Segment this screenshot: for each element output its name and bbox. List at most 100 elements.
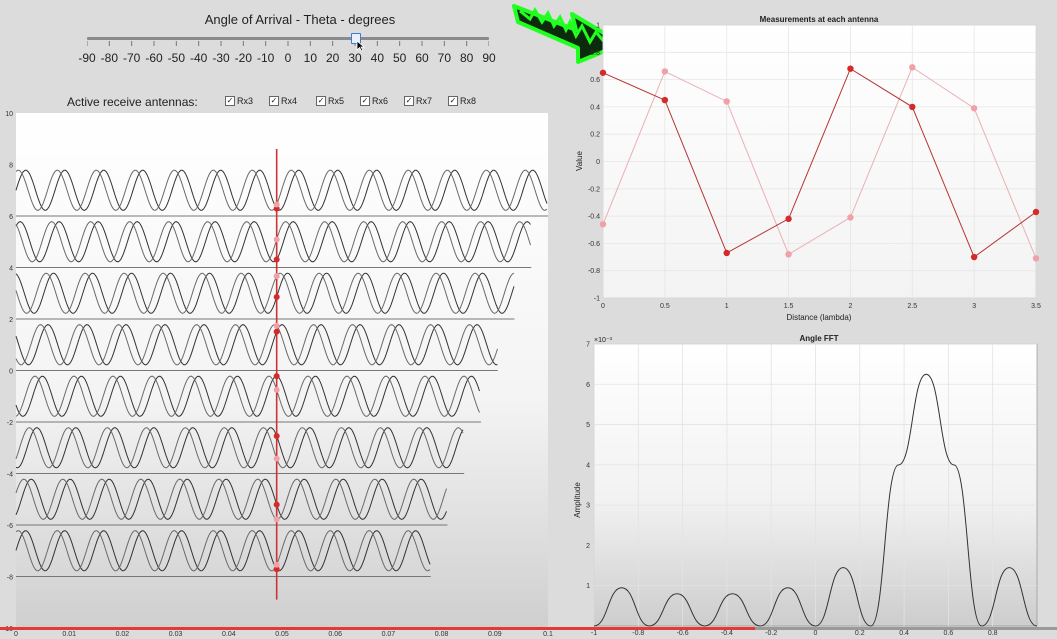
wave-sample-point xyxy=(273,273,280,280)
checkbox-rx3[interactable]: ✓ Rx3 xyxy=(225,96,253,106)
video-progress-track[interactable] xyxy=(0,627,1057,630)
antenna-sine-wave xyxy=(15,324,498,366)
fft-y-tick-label: 5 xyxy=(586,422,590,429)
slider-ticks xyxy=(87,41,489,46)
slider-tick-label: 90 xyxy=(482,51,496,65)
measurements-y-tick-label: 0.8 xyxy=(590,50,600,57)
antenna-sine-wave xyxy=(15,427,464,469)
checkbox-rx5-box[interactable]: ✓ xyxy=(316,96,326,106)
measurements-y-tick-label: 0 xyxy=(596,159,600,166)
checkbox-rx5[interactable]: ✓ Rx5 xyxy=(316,96,344,106)
measurements-data-point xyxy=(785,251,792,258)
wave-sample-point xyxy=(273,236,280,243)
slider-tick-label: -90 xyxy=(78,51,96,65)
checkbox-rx5-label: Rx5 xyxy=(328,96,345,106)
measurements-y-tick-label: 0.6 xyxy=(590,77,600,84)
mouse-cursor-icon xyxy=(356,40,366,52)
measurements-x-tick-label: 0.5 xyxy=(660,303,670,310)
antenna-sine-wave xyxy=(15,530,431,572)
checkbox-rx4-box[interactable]: ✓ xyxy=(269,96,279,106)
wave-sample-point xyxy=(273,501,280,508)
wave-y-tick-label: 2 xyxy=(9,317,13,324)
measurements-y-tick-label: -1 xyxy=(594,296,600,303)
checkbox-rx7-label: Rx7 xyxy=(416,96,433,106)
slider-tick-label: -60 xyxy=(145,51,163,65)
green-arrow-annotation-icon xyxy=(512,4,624,64)
fft-x-tick-label: -0.4 xyxy=(721,630,733,637)
measurements-data-point xyxy=(599,69,607,76)
slider-tick-label: -30 xyxy=(212,51,230,65)
measurements-data-point xyxy=(847,65,854,72)
antenna-sine-wave xyxy=(15,427,464,469)
measurements-y-tick-label: 0.2 xyxy=(590,132,600,139)
wave-sample-point xyxy=(273,566,280,573)
checkbox-rx8-box[interactable]: ✓ xyxy=(448,96,458,106)
measurements-y-tick-label: -0.6 xyxy=(588,241,600,248)
slider-tick-label: 50 xyxy=(392,51,407,65)
checkbox-rx8[interactable]: ✓ Rx8 xyxy=(448,96,476,106)
wave-sample-point xyxy=(273,201,280,208)
checkbox-rx4[interactable]: ✓ Rx4 xyxy=(269,96,297,106)
wave-sample-point xyxy=(273,322,280,329)
checkbox-rx6-label: Rx6 xyxy=(372,96,389,106)
slider-tick-label: -70 xyxy=(122,51,141,65)
slider-tick-label: 70 xyxy=(437,51,452,65)
slider-tick-label: 10 xyxy=(303,51,318,65)
wave-y-tick-label: -6 xyxy=(7,523,13,530)
measurements-xlabel: Distance (lambda) xyxy=(787,313,852,322)
fft-x-tick-label: -1 xyxy=(591,630,597,637)
fft-y-tick-label: 2 xyxy=(586,543,590,550)
antenna-sine-wave xyxy=(15,221,531,263)
checkbox-rx8-label: Rx8 xyxy=(460,96,477,106)
wave-y-tick-label: 10 xyxy=(5,111,13,118)
fft-x-tick-label: 0.6 xyxy=(944,630,954,637)
wave-sample-point xyxy=(273,293,280,300)
wave-x-tick-label: 0.1 xyxy=(543,631,553,638)
fft-y-tick-label: 1 xyxy=(586,583,590,590)
slider-tick-label: -10 xyxy=(256,51,275,65)
wave-x-tick-label: 0.05 xyxy=(275,631,289,638)
fft-y-tick-label: 6 xyxy=(586,382,590,389)
wave-y-tick-label: 0 xyxy=(9,369,13,376)
checkbox-rx6-box[interactable]: ✓ xyxy=(360,96,370,106)
checkbox-rx3-box[interactable]: ✓ xyxy=(225,96,235,106)
checkbox-rx6[interactable]: ✓ Rx6 xyxy=(360,96,388,106)
measurements-chart: Measurements at each antenna 1 0.8 0.6 0.4 0… xyxy=(575,15,1041,322)
measurements-x-tick-label: 3 xyxy=(972,303,976,310)
slider-tick-labels: -90 -80 -70 -60 -50 -40 -30 -20 -10 0 10 20 30 40 50 60… xyxy=(70,51,510,65)
angle-fft-chart: Angle FFT ×10⁻³ 7 6 5 4 3 2 1 -1 -0.8 -0.6 -0.4 -0… xyxy=(573,334,1038,637)
measurements-data-point xyxy=(661,96,669,104)
antenna-sine-wave xyxy=(15,375,480,417)
measurements-data-point xyxy=(661,68,669,75)
checkbox-rx7[interactable]: ✓ Rx7 xyxy=(404,96,432,106)
fft-x-tick-label: 0 xyxy=(814,630,818,637)
checkbox-rx4-label: Rx4 xyxy=(281,96,298,106)
measurements-x-tick-label: 2.5 xyxy=(907,303,917,310)
checkbox-rx3-label: Rx3 xyxy=(237,96,254,106)
measurements-data-point xyxy=(599,221,607,228)
measurements-series-line xyxy=(602,66,1037,259)
fft-x-tick-label: 0.4 xyxy=(899,630,909,637)
measurements-data-point xyxy=(1032,208,1040,216)
measurements-data-point xyxy=(1032,255,1040,262)
wave-x-tick-label: 0.02 xyxy=(116,631,130,638)
wave-y-tick-label: 8 xyxy=(9,163,13,170)
fft-amplitude-line xyxy=(593,373,1038,627)
measurements-x-tick-label: 1.5 xyxy=(784,303,794,310)
wave-sample-point xyxy=(273,455,280,462)
fft-x-tick-label: 0.2 xyxy=(855,630,865,637)
fft-x-tick-label: -0.8 xyxy=(632,630,644,637)
video-progress-fill xyxy=(0,627,755,630)
antenna-sine-wave xyxy=(15,221,531,263)
wave-sample-point xyxy=(273,205,280,212)
active-antennas-label: Active receive antennas: xyxy=(67,95,198,109)
checkbox-rx7-box[interactable]: ✓ xyxy=(404,96,414,106)
measurements-data-point xyxy=(909,64,916,71)
angle-slider-thumb[interactable] xyxy=(351,33,361,44)
wave-x-tick-label: 0.09 xyxy=(488,631,502,638)
angle-slider-track[interactable] xyxy=(87,37,489,40)
antenna-sine-wave xyxy=(15,272,515,314)
wave-sample-point xyxy=(273,432,280,439)
antenna-sine-wave xyxy=(15,375,480,417)
